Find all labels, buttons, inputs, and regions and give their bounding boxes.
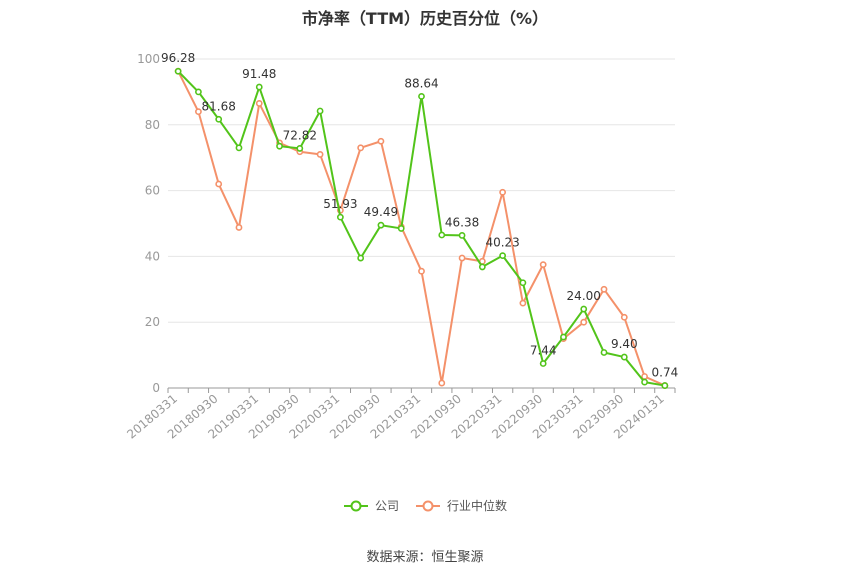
data-point-company — [195, 88, 202, 96]
y-tick-label: 60 — [145, 184, 160, 198]
data-point-industry-median — [316, 151, 324, 158]
data-point-industry-median — [357, 144, 365, 152]
legend-label-company: 公司 — [374, 499, 399, 513]
data-point-company — [519, 279, 527, 287]
data-point-company — [316, 107, 324, 115]
data-point-company — [235, 144, 243, 152]
legend-item-industry-median[interactable]: 行业中位数 — [415, 497, 507, 514]
data-point-company — [377, 221, 385, 229]
data-point-industry-median — [438, 379, 446, 387]
data-point-industry-median — [458, 254, 466, 262]
y-tick-label: 20 — [145, 315, 160, 329]
data-point-company — [661, 382, 669, 389]
data-point-company — [276, 142, 283, 150]
data-point-industry-median — [215, 180, 223, 188]
data-label: 7.44 — [530, 344, 557, 358]
legend-label-industry-median: 行业中位数 — [447, 499, 508, 513]
chart-title: 市净率（TTM）历史百分位（%） — [301, 9, 549, 28]
data-point-company — [458, 232, 466, 239]
data-point-company — [357, 254, 365, 262]
y-tick-label: 100 — [137, 52, 160, 66]
data-label: 91.48 — [242, 67, 276, 81]
data-point-industry-median — [195, 108, 202, 116]
y-tick-label: 40 — [145, 249, 160, 263]
data-point-industry-median — [620, 313, 628, 321]
data-label: 96.28 — [161, 51, 195, 65]
data-label: 9.40 — [611, 337, 638, 351]
data-point-company — [539, 360, 547, 367]
series-line-company — [177, 70, 666, 387]
data-point-company — [620, 353, 628, 361]
data-point-company — [478, 263, 486, 271]
data-point-company — [397, 225, 405, 232]
data-label: 46.38 — [445, 215, 479, 229]
series-line-industry-median — [177, 70, 666, 387]
data-point-company — [296, 145, 304, 152]
data-point-company — [418, 92, 425, 100]
data-label: 72.82 — [283, 128, 317, 142]
data-source: 数据来源：恒生聚源 — [366, 550, 484, 565]
data-label: 0.74 — [652, 366, 679, 380]
legend-item-company[interactable]: 公司 — [343, 497, 399, 514]
data-point-industry-median — [255, 100, 263, 107]
data-point-industry-median — [377, 137, 385, 145]
data-label: 40.23 — [485, 236, 519, 250]
data-point-industry-median — [418, 267, 425, 275]
data-point-industry-median — [580, 318, 588, 326]
data-point-company — [560, 333, 567, 341]
data-point-industry-median — [539, 261, 547, 269]
legend: 公司 行业中位数 — [0, 497, 850, 514]
data-point-company — [438, 231, 446, 239]
data-point-company — [600, 349, 608, 356]
data-point-industry-median — [519, 299, 527, 307]
data-label: 88.64 — [404, 76, 438, 90]
y-tick-label: 80 — [145, 118, 160, 132]
data-point-company — [336, 213, 344, 221]
data-point-company — [174, 67, 182, 75]
data-point-company — [255, 83, 263, 91]
y-tick-label: 0 — [152, 381, 160, 395]
data-label: 81.68 — [202, 99, 236, 113]
data-point-company — [580, 305, 588, 313]
legend-marker-company — [343, 500, 368, 511]
data-point-industry-median — [600, 285, 608, 293]
data-label: 49.49 — [364, 205, 398, 219]
legend-marker-industry-median — [416, 500, 440, 511]
data-point-industry-median — [499, 188, 507, 196]
data-label: 51.93 — [323, 197, 357, 211]
data-label: 24.00 — [567, 289, 601, 303]
data-point-industry-median — [235, 224, 243, 231]
data-point-company — [215, 115, 223, 123]
data-point-company — [499, 252, 507, 260]
data-point-company — [641, 378, 648, 386]
